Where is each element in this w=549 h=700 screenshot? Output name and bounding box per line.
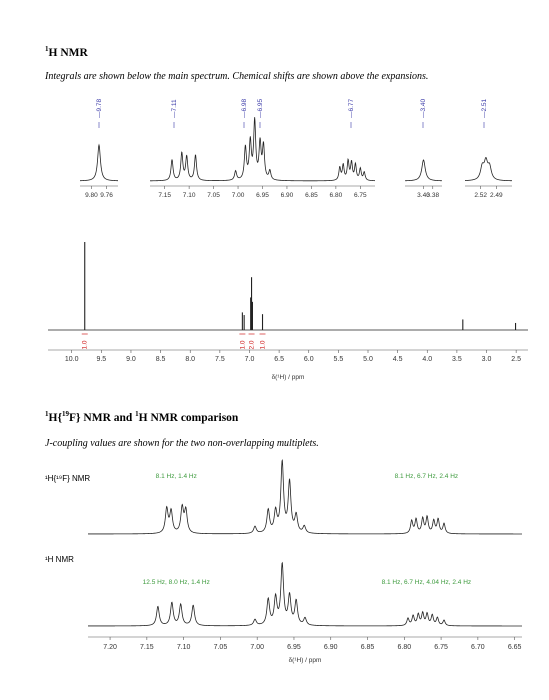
comparison-tick-label: 7.00 [250, 644, 264, 651]
main-tick-label: 6.5 [274, 356, 284, 363]
expansion-tick-label: 6.90 [281, 192, 294, 199]
comparison-tick-label: 6.85 [361, 644, 375, 651]
main-tick-label: 8.5 [156, 356, 166, 363]
main-tick-label: 2.5 [511, 356, 521, 363]
jcoupling-label: 8.1 Hz, 6.7 Hz, 2.4 Hz [395, 473, 459, 480]
section-caption-1: Integrals are shown below the main spect… [45, 71, 429, 82]
shift-label: —7.11 [171, 99, 178, 118]
main-tick-label: 9.5 [96, 356, 106, 363]
comparison-xlabel: δ(¹H) / ppm [289, 657, 322, 664]
expansion-trace [464, 156, 513, 182]
main-tick-label: 3.5 [452, 356, 462, 363]
integral-label: 1.0 [82, 340, 89, 349]
comparison-trace [88, 458, 522, 535]
main-tick-label: 9.0 [126, 356, 136, 363]
shift-label: —6.77 [348, 98, 355, 118]
main-xlabel: δ(¹H) / ppm [272, 374, 305, 381]
expansion-tick-label: 7.15 [158, 192, 171, 199]
expansion-tick-label: 6.95 [256, 192, 269, 199]
expansion-tick-label: 6.75 [354, 192, 367, 199]
main-tick-label: 5.0 [363, 356, 373, 363]
main-tick-label: 8.0 [185, 356, 195, 363]
section-title-comparison: 1H{19F} NMR and 1H NMR comparison [45, 410, 239, 424]
main-tick-label: 3.0 [482, 356, 492, 363]
expansion-tick-label: 7.00 [232, 192, 245, 199]
expansion-tick-label: 7.05 [207, 192, 220, 199]
expansion-tick-label: 2.52 [474, 192, 487, 199]
expansion-tick-label: 6.80 [330, 192, 343, 199]
jcoupling-label: 12.5 Hz, 8.0 Hz, 1.4 Hz [143, 579, 210, 586]
main-tick-label: 5.5 [334, 356, 344, 363]
shift-label: —3.40 [420, 98, 427, 118]
main-tick-label: 7.0 [245, 356, 255, 363]
jcoupling-label: 8.1 Hz, 1.4 Hz [156, 473, 197, 480]
comparison-tick-label: 6.70 [471, 644, 485, 651]
main-tick-label: 7.5 [215, 356, 225, 363]
series-name: ¹H{¹⁹F} NMR [45, 474, 90, 483]
expansion-tick-label: 9.80 [85, 192, 98, 199]
main-tick-label: 6.0 [304, 356, 314, 363]
shift-label: —6.98 [241, 98, 248, 118]
comparison-tick-label: 6.65 [508, 644, 522, 651]
expansion-tick-label: 3.38 [426, 192, 439, 199]
integral-label: 2.0 [249, 340, 256, 349]
comparison-tick-label: 6.75 [434, 644, 448, 651]
comparison-tick-label: 7.20 [103, 644, 117, 651]
comparison-trace [88, 561, 522, 627]
shift-label: —2.51 [481, 98, 488, 118]
expansion-tick-label: 7.10 [183, 192, 196, 199]
shift-label: —6.95 [257, 98, 264, 118]
section-caption-2: J-coupling values are shown for the two … [45, 438, 319, 449]
shift-label: —9.78 [96, 98, 103, 118]
expansion-trace [79, 143, 119, 182]
integral-label: 1.0 [239, 340, 246, 349]
main-tick-label: 4.0 [422, 356, 432, 363]
section-title-1h-nmr: 1H NMR [45, 45, 88, 59]
comparison-tick-label: 6.80 [397, 644, 411, 651]
comparison-tick-label: 7.10 [177, 644, 191, 651]
expansion-tick-label: 3.40 [417, 192, 430, 199]
comparison-tick-label: 7.05 [214, 644, 228, 651]
expansion-tick-label: 6.85 [305, 192, 318, 199]
comparison-tick-label: 7.15 [140, 644, 154, 651]
comparison-tick-label: 6.95 [287, 644, 301, 651]
jcoupling-label: 8.1 Hz, 6.7 Hz, 4.04 Hz, 2.4 Hz [382, 579, 472, 586]
expansion-tick-label: 9.76 [100, 192, 113, 199]
main-tick-label: 4.5 [393, 356, 403, 363]
expansion-trace [149, 117, 376, 182]
main-tick-label: 10.0 [65, 356, 79, 363]
integral-label: 1.0 [260, 340, 267, 349]
comparison-tick-label: 6.90 [324, 644, 338, 651]
expansion-tick-label: 2.49 [490, 192, 503, 199]
expansion-trace [404, 159, 443, 182]
series-name: ¹H NMR [45, 555, 74, 564]
